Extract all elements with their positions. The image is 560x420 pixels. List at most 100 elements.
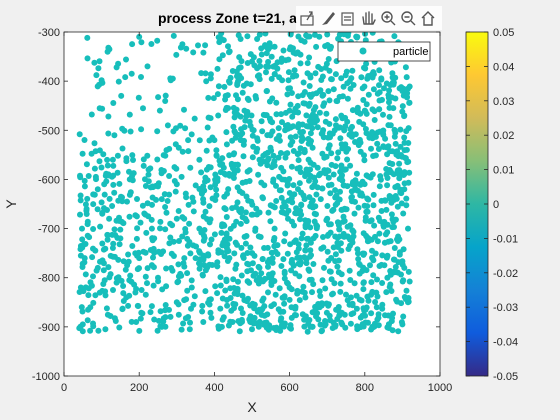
datatip-icon[interactable] [341, 12, 354, 26]
data-point [77, 284, 84, 291]
home-icon[interactable] [421, 11, 435, 26]
data-point [326, 97, 333, 104]
data-point [370, 86, 377, 93]
data-point [324, 248, 331, 255]
zoom-in-icon[interactable] [381, 11, 396, 26]
data-point [250, 143, 257, 150]
data-point [270, 152, 277, 159]
data-point [202, 208, 209, 215]
brush-icon[interactable] [322, 12, 335, 25]
data-point [280, 308, 287, 315]
data-point [317, 196, 324, 203]
legend-box [337, 41, 431, 62]
data-point [167, 77, 174, 84]
data-point [126, 176, 133, 183]
data-point [163, 265, 170, 272]
data-point [302, 294, 309, 301]
data-point [306, 54, 313, 61]
data-point [111, 189, 118, 196]
data-point [377, 173, 384, 180]
data-point [217, 169, 224, 176]
data-point [172, 141, 179, 148]
data-point [185, 137, 192, 144]
data-point [252, 270, 259, 277]
data-point [206, 261, 213, 268]
data-point [207, 216, 214, 223]
data-point [395, 233, 402, 240]
data-point [200, 49, 207, 56]
data-point [79, 244, 86, 251]
data-point [328, 150, 335, 157]
data-point [323, 300, 330, 307]
data-point [82, 271, 89, 278]
data-point [138, 74, 144, 80]
data-point [295, 157, 302, 164]
data-point [299, 121, 306, 128]
data-point [300, 79, 307, 86]
data-point [111, 226, 118, 233]
data-point [380, 223, 387, 230]
colorbar-tick-label: 0.05 [493, 27, 514, 39]
data-point [205, 252, 212, 259]
data-point [351, 210, 358, 217]
data-point [261, 245, 268, 251]
data-point [81, 177, 88, 184]
data-point [378, 208, 385, 214]
data-point [374, 276, 380, 283]
data-point [202, 288, 209, 295]
data-point [178, 173, 185, 180]
data-point [94, 206, 101, 213]
data-point [355, 250, 361, 257]
y-tick-label: -800 [38, 273, 60, 285]
data-point [202, 42, 209, 49]
data-point [365, 91, 372, 98]
data-point [245, 197, 252, 204]
data-point [79, 150, 86, 157]
zoom-out-icon[interactable] [401, 11, 416, 26]
data-point [156, 107, 163, 114]
export-icon[interactable] [300, 11, 314, 26]
data-point [133, 235, 140, 242]
data-point [94, 186, 101, 193]
data-point [294, 49, 301, 56]
data-point [225, 322, 232, 329]
data-point [394, 203, 401, 210]
data-point [214, 259, 221, 266]
data-point [286, 190, 293, 196]
data-point [361, 83, 368, 90]
data-point [120, 258, 127, 265]
data-point [144, 200, 151, 207]
data-point [281, 270, 288, 277]
data-point [137, 219, 144, 226]
data-point [406, 169, 413, 176]
data-point [267, 118, 274, 125]
data-point [105, 130, 112, 137]
data-point [267, 218, 274, 225]
data-point [259, 256, 266, 263]
data-point [301, 316, 308, 323]
data-point [196, 260, 202, 267]
data-point [279, 176, 286, 183]
data-point [308, 276, 315, 283]
data-point [340, 218, 347, 225]
data-point [311, 119, 318, 126]
data-point [280, 47, 287, 54]
data-point [184, 242, 191, 249]
pan-icon[interactable] [362, 11, 376, 25]
data-point [164, 198, 171, 204]
data-point [265, 289, 271, 296]
data-point [127, 272, 134, 279]
data-point [249, 326, 255, 333]
data-point [83, 205, 90, 212]
data-point [328, 255, 335, 261]
data-point [396, 167, 403, 174]
data-point [367, 262, 373, 269]
data-point [322, 318, 328, 324]
data-point [173, 215, 180, 222]
data-point [242, 215, 249, 222]
data-point [284, 279, 290, 286]
data-point [306, 83, 313, 89]
data-point [370, 153, 377, 159]
data-point [272, 248, 279, 255]
data-point [285, 215, 291, 222]
